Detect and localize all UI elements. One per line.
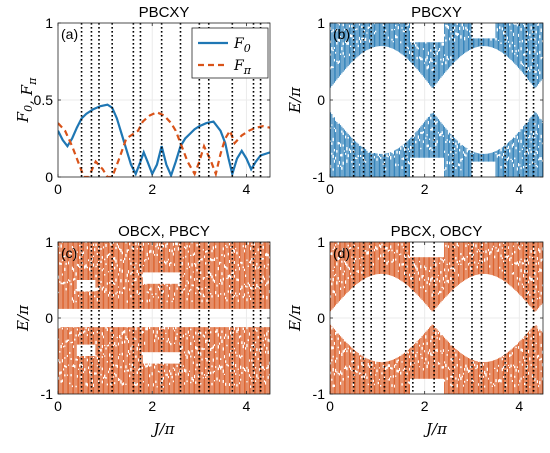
y-axis-label: F0, Fπ: [14, 77, 39, 123]
y-tick-label: 1: [45, 234, 53, 250]
x-tick-label: 0: [54, 398, 62, 414]
x-tick-label: 0: [54, 181, 62, 197]
legend: F0 Fπ: [191, 27, 269, 79]
panel-a: 0 0.5 1 0 2 4 PBCXY (a) F0, Fπ F0 Fπ: [14, 4, 271, 197]
y-tick-label: 1: [317, 15, 325, 31]
panel-label: (b): [333, 26, 350, 42]
y-tick-label: -1: [313, 169, 326, 185]
x-tick-label: 2: [148, 181, 156, 197]
panel-label: (a): [61, 26, 78, 42]
legend-box: [191, 27, 269, 79]
legend-label-f0: F0: [233, 36, 251, 55]
plot-area: [330, 23, 543, 177]
panel-title: PBCXY: [411, 4, 462, 21]
x-tick-label: 4: [243, 398, 251, 414]
y-tick-label: 0.5: [34, 92, 54, 108]
y-tick-label: 0: [45, 310, 53, 326]
y-tick-label: 1: [45, 15, 53, 31]
panel-title: OBCX, PBCY: [118, 223, 210, 240]
x-tick-label: 4: [515, 398, 523, 414]
x-axis-label: J/π: [423, 420, 448, 438]
x-tick-label: 2: [421, 398, 429, 414]
x-tick-label: 0: [326, 181, 334, 197]
x-tick-label: 0: [326, 398, 334, 414]
x-tick-label: 4: [515, 181, 523, 197]
y-tick-label: 0: [317, 92, 325, 108]
y-axis-label: E/π: [14, 304, 32, 332]
panel-title: PBCXY: [139, 4, 190, 21]
plot-area: [58, 23, 270, 177]
x-tick-label: 2: [148, 398, 156, 414]
series-f0-line: [58, 103, 270, 177]
panel-title: PBCX, OBCY: [391, 223, 483, 240]
y-tick-label: 0: [45, 169, 53, 185]
y-tick-label: 0: [317, 310, 325, 326]
y-axis-label: E/π: [286, 304, 304, 332]
plot-area: [330, 242, 543, 394]
x-tick-label: 2: [421, 181, 429, 197]
y-tick-label: -1: [313, 386, 326, 402]
x-axis-label: J/π: [151, 420, 176, 438]
y-axis-label: E/π: [286, 86, 304, 114]
x-tick-label: 4: [243, 181, 251, 197]
y-tick-label: 1: [317, 234, 325, 250]
series-fpi-line: [58, 111, 270, 177]
panel-label: (c): [61, 245, 77, 261]
panel-label: (d): [333, 245, 350, 261]
y-tick-label: -1: [41, 386, 54, 402]
legend-label-fpi: Fπ: [233, 58, 252, 77]
